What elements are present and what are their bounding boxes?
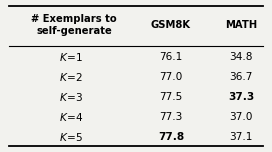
- Text: 77.8: 77.8: [158, 132, 184, 142]
- Text: $K\!=\!4$: $K\!=\!4$: [59, 111, 84, 123]
- Text: # Exemplars to
self-generate: # Exemplars to self-generate: [31, 14, 117, 36]
- Text: $K\!=\!5$: $K\!=\!5$: [59, 131, 84, 143]
- Text: 77.5: 77.5: [159, 92, 183, 102]
- Text: $K\!=\!2$: $K\!=\!2$: [60, 71, 83, 83]
- Text: 36.7: 36.7: [229, 72, 253, 82]
- Text: 77.0: 77.0: [159, 72, 183, 82]
- Text: 37.0: 37.0: [229, 112, 253, 122]
- Text: 34.8: 34.8: [229, 52, 253, 62]
- Text: 37.1: 37.1: [229, 132, 253, 142]
- Text: GSM8K: GSM8K: [151, 20, 191, 30]
- Text: 76.1: 76.1: [159, 52, 183, 62]
- Text: $K\!=\!1$: $K\!=\!1$: [59, 51, 84, 63]
- Text: $K\!=\!3$: $K\!=\!3$: [59, 91, 84, 103]
- Text: MATH: MATH: [225, 20, 257, 30]
- Text: 37.3: 37.3: [228, 92, 254, 102]
- Text: 77.3: 77.3: [159, 112, 183, 122]
